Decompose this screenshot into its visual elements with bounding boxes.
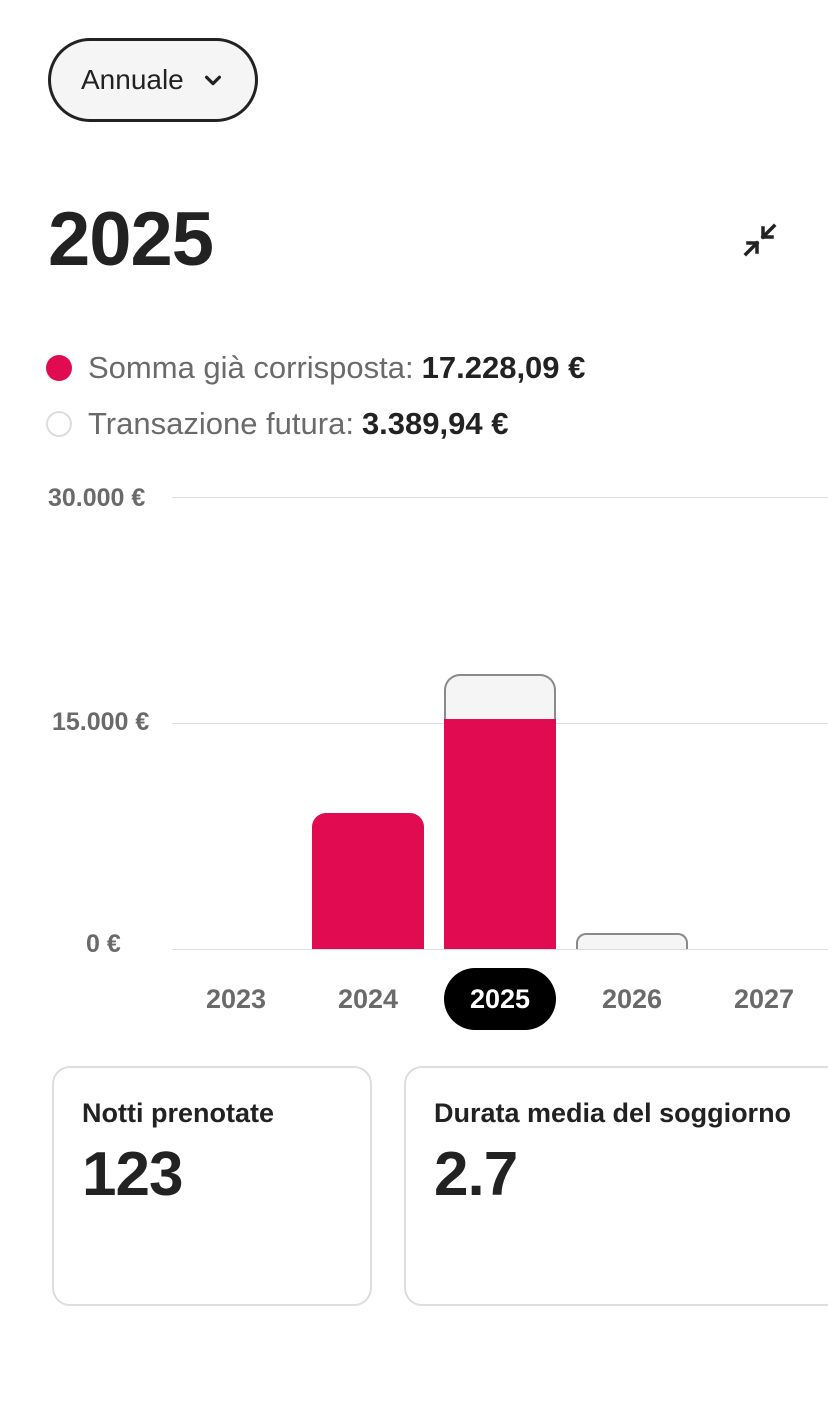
earnings-bar-chart: 30.000 € 15.000 € 0 € 2023 2024 2025 202… <box>0 470 828 1050</box>
stat-card-value: 123 <box>82 1140 183 1209</box>
gridline-30000 <box>172 497 828 498</box>
future-dot-icon <box>46 411 72 437</box>
stat-card-nights[interactable]: Notti prenotate 123 <box>52 1066 372 1306</box>
year-tab-2026[interactable]: 2026 <box>601 983 663 1014</box>
legend-item-paid: Somma già corrisposta: 17.228,09 € <box>46 340 585 396</box>
year-tab-2024[interactable]: 2024 <box>337 983 399 1014</box>
period-dropdown[interactable]: Annuale <box>48 38 258 122</box>
bar-2026[interactable] <box>576 933 688 949</box>
chart-legend: Somma già corrisposta: 17.228,09 € Trans… <box>46 340 585 452</box>
bar-2025[interactable] <box>444 674 556 949</box>
stat-card-label: Durata media del soggiorno <box>434 1098 792 1128</box>
year-tab-2025[interactable]: 2025 <box>444 968 556 1030</box>
year-tab-2027[interactable]: 2027 <box>733 983 795 1014</box>
paid-dot-icon <box>46 355 72 381</box>
year-tab-2023[interactable]: 2023 <box>205 983 267 1014</box>
legend-paid-value: 17.228,09 € <box>421 350 586 385</box>
bar-2025-paid <box>444 719 556 949</box>
legend-item-future: Transazione futura: 3.389,94 € <box>46 396 585 452</box>
collapse-arrows-icon <box>743 223 777 257</box>
page-title: 2025 <box>48 197 214 282</box>
stat-card-label: Notti prenotate <box>82 1098 274 1128</box>
period-dropdown-label: Annuale <box>81 64 184 95</box>
legend-paid-label: Somma già corrisposta: <box>88 350 414 385</box>
y-tick-15000: 15.000 € <box>52 708 150 736</box>
chevron-down-icon <box>204 75 221 86</box>
legend-future-value: 3.389,94 € <box>361 406 509 441</box>
bar-2024[interactable] <box>312 813 424 949</box>
collapse-button[interactable] <box>736 216 784 264</box>
legend-future-label: Transazione futura: <box>88 406 354 441</box>
stat-card-value: 2.7 <box>434 1140 518 1209</box>
bar-2024-paid <box>312 813 424 949</box>
y-tick-30000: 30.000 € <box>48 484 146 512</box>
y-tick-0: 0 € <box>86 930 121 958</box>
stat-card-avg-stay[interactable]: Durata media del soggiorno 2.7 <box>404 1066 828 1306</box>
gridline-0 <box>172 949 828 950</box>
bar-2026-future <box>576 933 688 949</box>
bar-2025-future <box>444 674 556 724</box>
